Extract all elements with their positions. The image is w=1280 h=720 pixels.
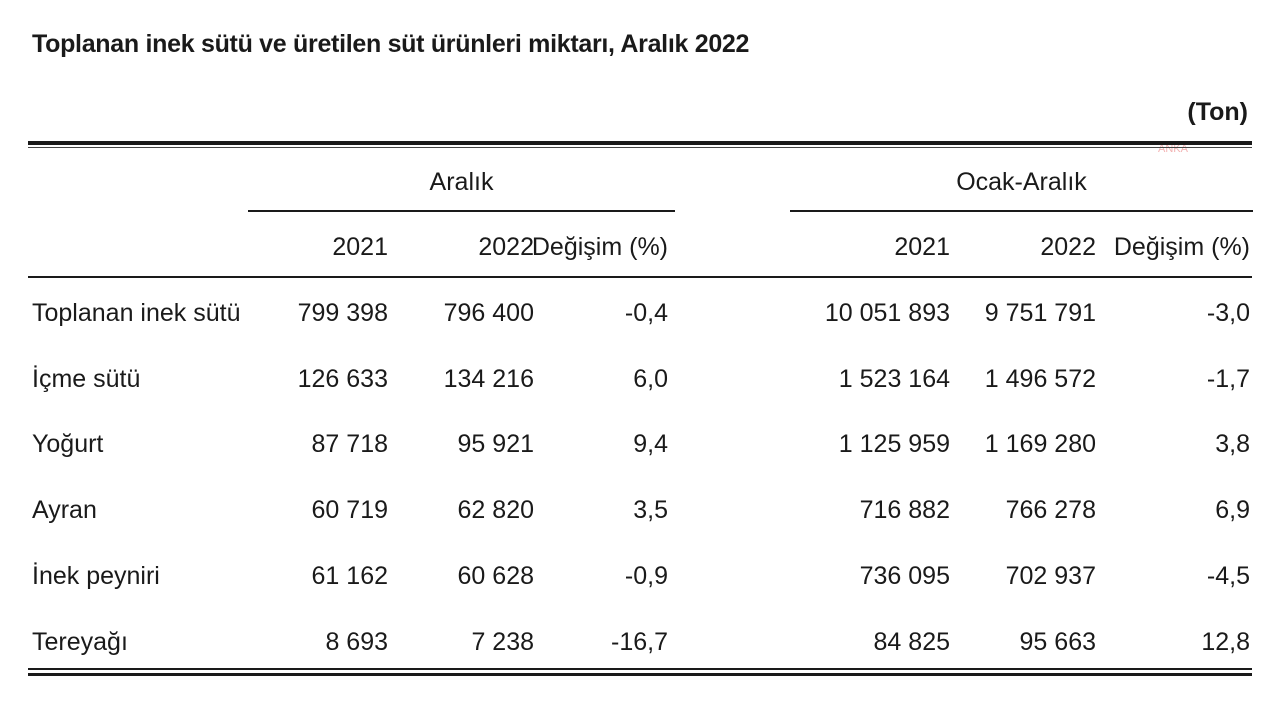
table-cell: 736 095 — [859, 562, 950, 590]
table-cell: 8 693 — [325, 628, 388, 656]
table-cell: 3,5 — [633, 496, 668, 524]
table-cell: -0,4 — [624, 299, 668, 327]
table-cell: 6,0 — [633, 365, 668, 393]
header-rule — [28, 276, 1252, 278]
table-cell: 9 751 791 — [984, 299, 1096, 327]
watermark: ANKA — [1158, 143, 1188, 155]
table-cell: 7 238 — [471, 628, 534, 656]
table-cell: -16,7 — [611, 628, 668, 656]
column-header: 2022 — [478, 233, 534, 261]
table-cell: -0,9 — [624, 562, 668, 590]
row-label: Ayran — [32, 496, 97, 524]
table-cell: 61 162 — [311, 562, 388, 590]
column-header: Değişim (%) — [531, 233, 668, 261]
table-cell: -1,7 — [1206, 365, 1250, 393]
group-header-aralik: Aralık — [429, 168, 494, 196]
table-cell: 62 820 — [457, 496, 534, 524]
table-cell: 134 216 — [443, 365, 534, 393]
table-cell: 1 125 959 — [838, 430, 950, 458]
column-header: 2021 — [894, 233, 950, 261]
group-rule-aralik — [248, 210, 675, 212]
table-cell: 87 718 — [311, 430, 388, 458]
table-title: Toplanan inek sütü ve üretilen süt ürünl… — [32, 30, 750, 58]
row-label: Toplanan inek sütü — [32, 299, 241, 327]
group-header-ocak-aralik: Ocak-Aralık — [956, 168, 1087, 196]
group-rule-ocak-aralik — [790, 210, 1253, 212]
bottom-rule — [28, 668, 1252, 670]
row-label: Tereyağı — [32, 628, 128, 656]
table-cell: 799 398 — [297, 299, 388, 327]
table-cell: -3,0 — [1206, 299, 1250, 327]
table-cell: 1 496 572 — [984, 365, 1096, 393]
table-cell: 702 937 — [1005, 562, 1096, 590]
table-cell: 84 825 — [873, 628, 950, 656]
table-cell: 3,8 — [1215, 430, 1250, 458]
row-label: Yoğurt — [32, 430, 104, 458]
table-cell: 126 633 — [297, 365, 388, 393]
row-label: İçme sütü — [32, 365, 141, 393]
column-header: 2022 — [1040, 233, 1096, 261]
table-cell: 716 882 — [859, 496, 950, 524]
table-cell: 10 051 893 — [824, 299, 950, 327]
table-cell: 796 400 — [443, 299, 534, 327]
bottom-rule-thick — [28, 673, 1252, 676]
table-cell: -4,5 — [1206, 562, 1250, 590]
table-cell: 1 523 164 — [838, 365, 950, 393]
column-header: 2021 — [332, 233, 388, 261]
column-header: Değişim (%) — [1113, 233, 1250, 261]
top-rule — [28, 141, 1252, 145]
top-sub-rule — [28, 147, 1252, 148]
unit-label: (Ton) — [1187, 98, 1248, 126]
table-cell: 766 278 — [1005, 496, 1096, 524]
table-cell: 6,9 — [1215, 496, 1250, 524]
table-cell: 9,4 — [633, 430, 668, 458]
table-cell: 60 628 — [457, 562, 534, 590]
row-label: İnek peyniri — [32, 562, 160, 590]
table-cell: 1 169 280 — [984, 430, 1096, 458]
table-cell: 12,8 — [1201, 628, 1250, 656]
table-cell: 95 663 — [1019, 628, 1096, 656]
table-cell: 95 921 — [457, 430, 534, 458]
table-cell: 60 719 — [311, 496, 388, 524]
